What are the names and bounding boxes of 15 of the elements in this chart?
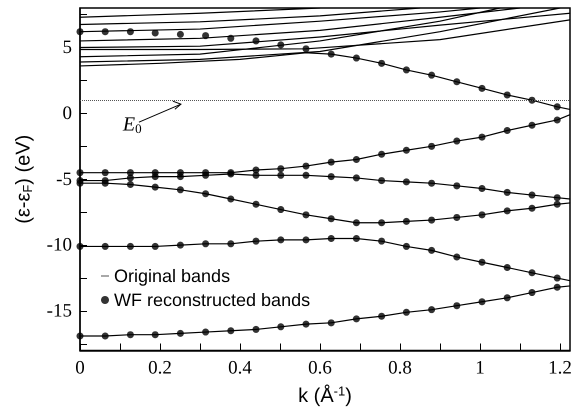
legend-label: WF reconstructed bands xyxy=(114,290,310,310)
x-tick-label: 0.6 xyxy=(308,358,332,378)
y-tick-label: 5 xyxy=(62,37,72,58)
x-tick-label: 1.2 xyxy=(548,358,572,378)
y-tick-label: -15 xyxy=(46,300,72,322)
x-tick-label: 0.4 xyxy=(228,358,252,378)
ref-line-label: E0 xyxy=(122,114,142,136)
x-tick-label: 0.2 xyxy=(148,358,172,378)
y-tick-label: -10 xyxy=(46,234,72,256)
x-tick-label: 0.8 xyxy=(388,358,412,378)
y-tick-label: -5 xyxy=(56,168,72,190)
x-tick-label: 1 xyxy=(475,358,485,378)
y-tick-label: 0 xyxy=(62,102,72,124)
y-axis-title: (ε-εF) (eV) xyxy=(12,134,35,224)
legend-label: Original bands xyxy=(114,266,230,286)
